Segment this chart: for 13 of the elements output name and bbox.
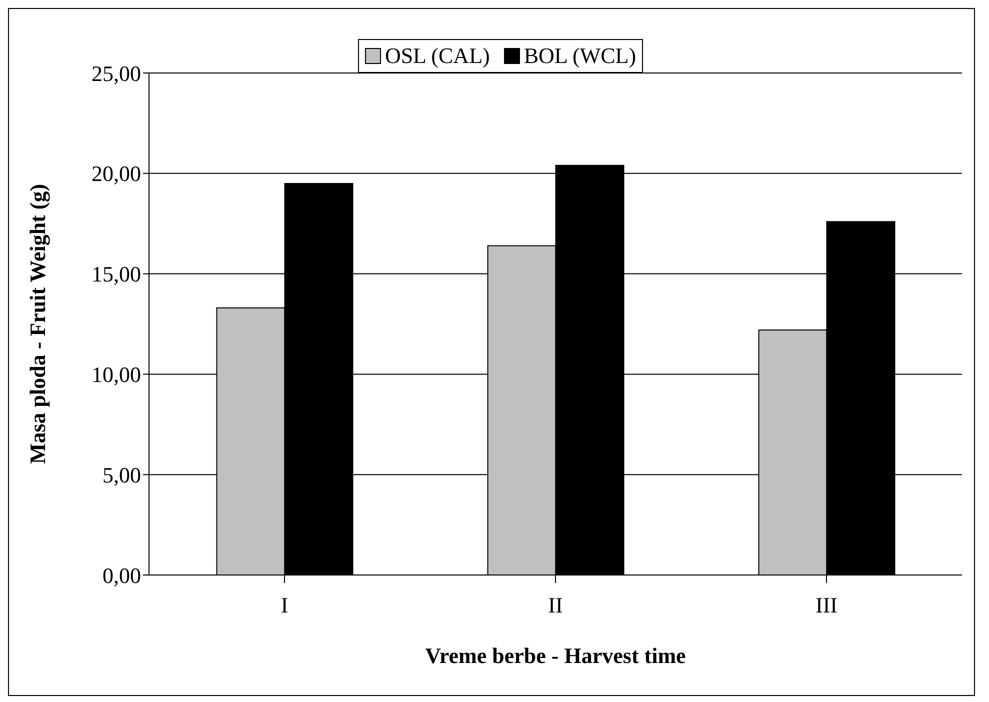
- y-tick-label: 15,00: [92, 262, 141, 287]
- x-tick-label: II: [548, 592, 563, 618]
- y-tick-label: 10,00: [92, 362, 141, 388]
- legend-label: OSL (CAL): [384, 43, 490, 69]
- legend-label: BOL (WCL): [522, 43, 636, 69]
- x-tick-label: III: [816, 592, 838, 618]
- x-tick-label: I: [280, 592, 288, 618]
- y-tick-label: 25,00: [92, 60, 141, 86]
- y-tick-label: 0,00: [102, 562, 141, 588]
- x-axis-title: Vreme berbe - Harvest time: [425, 643, 686, 668]
- y-tick-label: 5,00: [102, 462, 141, 488]
- y-axis-title: Masa ploda - Fruit Weight (g): [24, 184, 50, 464]
- y-tick-label: 20,00: [92, 161, 141, 186]
